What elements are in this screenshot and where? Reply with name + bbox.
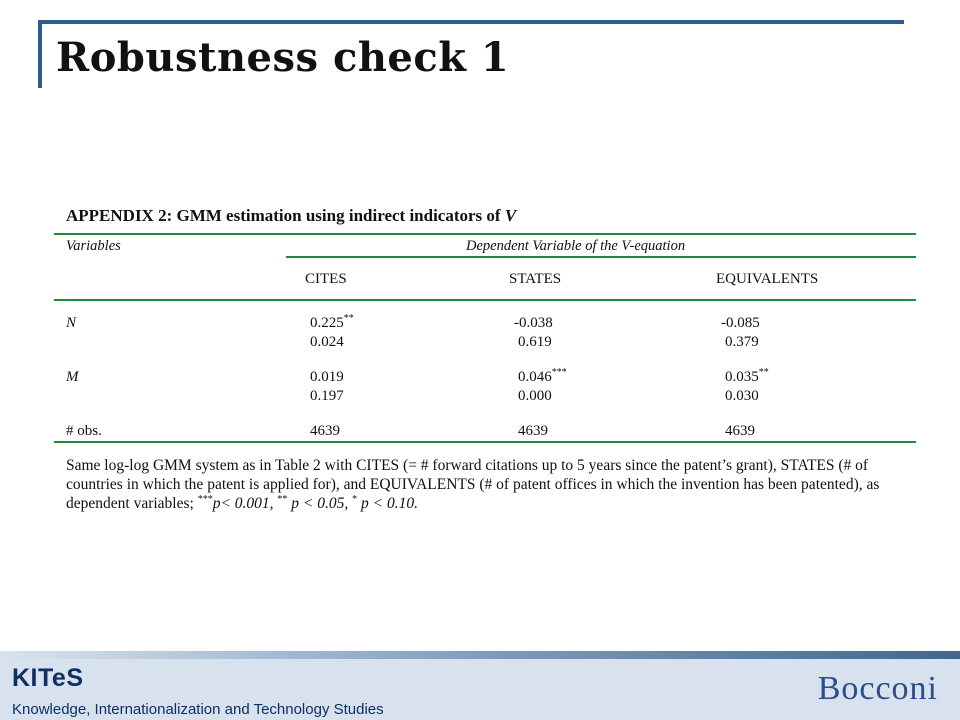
note-star-3: *** bbox=[197, 493, 213, 505]
significance-stars: *** bbox=[551, 367, 567, 378]
coef-n-states: -0.038 bbox=[514, 315, 553, 332]
pvalue-m-states: 0.000 bbox=[518, 388, 552, 404]
dependent-header-rule bbox=[286, 256, 916, 258]
table-top-rule bbox=[54, 233, 916, 235]
footer-band bbox=[0, 659, 960, 720]
pvalue-n-cites: 0.024 bbox=[310, 334, 344, 350]
obs-equivalents: 4639 bbox=[725, 423, 755, 439]
bocconi-logo: Bocconi bbox=[817, 670, 938, 707]
pvalue-n-equivalents: 0.379 bbox=[725, 334, 759, 350]
kites-tagline: Knowledge, Internationalization and Tech… bbox=[12, 701, 384, 718]
coef-value: 0.046 bbox=[518, 369, 552, 385]
coef-n-cites: 0.225** bbox=[310, 313, 354, 332]
pvalue-n-states: 0.619 bbox=[518, 334, 552, 350]
note-star-2: ** bbox=[277, 493, 288, 505]
row-label-m: M bbox=[66, 369, 79, 385]
column-header-cites: CITES bbox=[305, 271, 347, 287]
coef-m-equivalents: 0.035** bbox=[725, 367, 769, 386]
coef-m-states: 0.046*** bbox=[518, 367, 567, 386]
footer-gradient-bar bbox=[0, 651, 960, 659]
table-note: Same log-log GMM system as in Table 2 wi… bbox=[66, 456, 916, 513]
appendix-heading-var: V bbox=[504, 206, 517, 225]
column-header-equivalents: EQUIVALENTS bbox=[716, 271, 819, 287]
note-p-005: p < 0.05, bbox=[287, 495, 353, 512]
coef-m-cites: 0.019 bbox=[310, 369, 344, 386]
header-bottom-rule bbox=[54, 299, 916, 301]
coef-value: -0.038 bbox=[514, 315, 553, 331]
note-p-001: p< 0.001, bbox=[212, 495, 278, 512]
variables-header: Variables bbox=[66, 238, 121, 254]
pvalue-m-equivalents: 0.030 bbox=[725, 388, 759, 404]
slide-title: Robustness check 1 bbox=[56, 34, 510, 81]
significance-stars: ** bbox=[758, 367, 769, 378]
row-label-n: N bbox=[66, 315, 77, 331]
obs-states: 4639 bbox=[518, 423, 548, 439]
coef-n-equivalents: -0.085 bbox=[721, 315, 760, 332]
note-text: Same log-log GMM system as in Table 2 wi… bbox=[66, 457, 880, 512]
pvalue-m-cites: 0.197 bbox=[310, 388, 344, 404]
title-frame-top bbox=[38, 20, 904, 24]
coef-value: 0.019 bbox=[310, 369, 344, 385]
coef-value: -0.085 bbox=[721, 315, 760, 331]
table-bottom-rule bbox=[54, 441, 916, 443]
title-frame-left bbox=[38, 20, 42, 88]
obs-label: # obs. bbox=[66, 423, 102, 439]
coef-value: 0.035 bbox=[725, 369, 759, 385]
note-star-1: * bbox=[352, 493, 358, 505]
coef-value: 0.225 bbox=[310, 315, 344, 331]
appendix-heading-text: APPENDIX 2: GMM estimation using indirec… bbox=[66, 206, 505, 225]
appendix-heading: APPENDIX 2: GMM estimation using indirec… bbox=[66, 206, 516, 226]
column-header-states: STATES bbox=[509, 271, 562, 287]
significance-stars: ** bbox=[343, 313, 354, 324]
kites-logo: KITeS bbox=[12, 664, 84, 692]
dependent-variable-header: Dependent Variable of the V-equation bbox=[466, 238, 686, 254]
obs-cites: 4639 bbox=[310, 423, 340, 439]
note-p-010: p < 0.10. bbox=[357, 495, 418, 512]
